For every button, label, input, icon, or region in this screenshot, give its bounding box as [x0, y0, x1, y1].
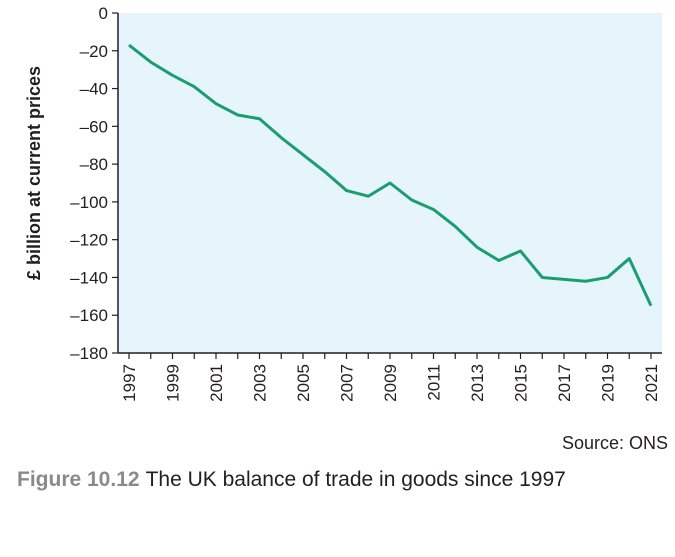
- y-tick-label: –160: [70, 306, 108, 325]
- x-tick-label: 2009: [381, 364, 400, 402]
- series-line: [128, 43, 653, 307]
- y-tick-label: –140: [70, 268, 108, 287]
- y-axis-ticks: 0 –20 –40 –60 –80 –100 –120 –140 –160 –180: [70, 4, 118, 363]
- x-tick-label: 1999: [164, 364, 183, 402]
- y-axis-label: £ billion at current prices: [24, 66, 44, 280]
- line-chart: 0–20–40–60–80–100–120–140–160–180 1997 19…: [24, 4, 662, 402]
- figure-caption: Figure 10.12 The UK balance of trade in g…: [17, 468, 566, 492]
- x-tick-label: 1997: [120, 364, 139, 402]
- figure-number: Figure 10.12: [17, 468, 140, 491]
- y-tick-label: 0: [99, 4, 108, 23]
- x-tick-label: 2003: [251, 364, 270, 402]
- source-note: Source: ONS: [561, 433, 668, 453]
- y-tick-label: –60: [80, 117, 108, 136]
- x-tick-label: 2021: [642, 364, 661, 402]
- x-tick-label: 2013: [468, 364, 487, 402]
- x-tick-label: 2001: [207, 364, 226, 402]
- y-tick-label: –80: [80, 155, 108, 174]
- x-tick-label: 2019: [599, 364, 618, 402]
- x-axis-ticks: 1997 1999 2001 2003 2005 2007 2009 2011 2013 2015…: [120, 353, 661, 402]
- y-tick-label: –40: [80, 80, 108, 99]
- y-tick-label: –180: [70, 344, 108, 363]
- x-tick-label: 2015: [512, 364, 531, 402]
- y-tick-label: –120: [70, 231, 108, 250]
- x-tick-label: 2017: [555, 364, 574, 402]
- x-tick-label: 2007: [338, 364, 357, 402]
- y-tick-label: –100: [70, 193, 108, 212]
- x-tick-label: 2005: [294, 364, 313, 402]
- caption-text: The UK balance of trade in goods since 1…: [145, 468, 566, 491]
- x-tick-label: 2011: [425, 364, 444, 401]
- y-tick-label: –20: [80, 42, 108, 61]
